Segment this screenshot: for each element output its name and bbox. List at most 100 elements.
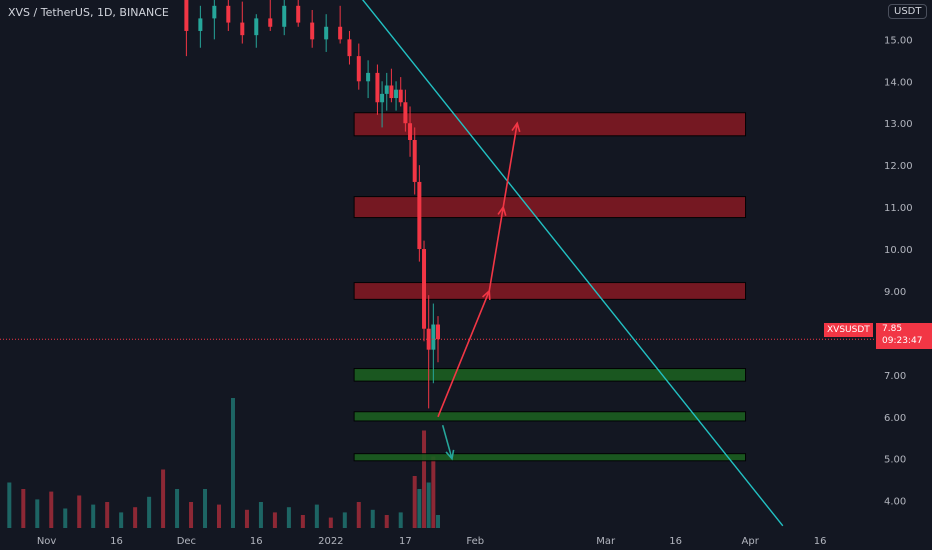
y-tick-label: 14.00	[884, 77, 913, 88]
candle-body	[412, 140, 417, 182]
x-tick-label: Apr	[742, 536, 760, 547]
candle-body	[338, 26, 343, 40]
current-price-value: 7.85	[882, 324, 903, 334]
volume-bar	[272, 512, 277, 528]
x-tick-label: 16	[250, 536, 263, 547]
volume-bar	[7, 482, 12, 528]
y-tick-label: 11.00	[884, 203, 913, 214]
candle-body	[431, 324, 436, 350]
volume-bar	[412, 476, 417, 528]
candle-body	[347, 39, 352, 57]
candle-body	[282, 5, 287, 27]
candle-body	[375, 72, 380, 103]
volume-bar	[203, 489, 208, 528]
volume-bar	[286, 507, 291, 528]
volume-bar	[119, 512, 124, 528]
volume-bar	[35, 499, 40, 528]
volume-bar	[398, 512, 403, 528]
candle-body	[380, 93, 385, 103]
up-arrow-2-shaft	[488, 206, 505, 292]
x-tick-label: Nov	[37, 536, 57, 547]
volume-bar	[63, 508, 68, 528]
candle-body	[356, 56, 361, 82]
resistance-zone	[353, 112, 747, 137]
support-zone	[353, 453, 747, 462]
up-arrow-3	[502, 121, 521, 208]
volume-bar	[21, 489, 26, 528]
up-arrow-1-shaft	[437, 290, 490, 418]
candle-body	[417, 181, 422, 250]
y-tick-label: 4.00	[884, 497, 906, 508]
volume-bar	[314, 504, 319, 528]
volume-bar	[91, 504, 96, 528]
volume-bar	[49, 491, 54, 528]
y-tick-label: 7.00	[884, 371, 906, 382]
volume-bar	[77, 495, 82, 528]
resistance-zone	[353, 282, 747, 300]
up-arrow-1	[437, 289, 491, 418]
x-tick-label: 16	[669, 536, 682, 547]
volume-bar	[300, 515, 305, 528]
volume-bar	[133, 507, 138, 528]
volume-bar	[426, 482, 431, 528]
y-tick-label: 13.00	[884, 119, 913, 130]
up-arrow-3-head	[511, 121, 521, 133]
volume-bar	[417, 489, 422, 528]
volume-bar	[217, 504, 221, 528]
up-arrow-3-shaft	[502, 123, 519, 208]
currency-unit-badge[interactable]: USDT	[888, 4, 928, 19]
candle-body	[408, 123, 413, 140]
candle-body	[389, 85, 394, 99]
candle-body	[226, 5, 231, 23]
y-tick-label: 15.00	[884, 35, 913, 46]
volume-bar	[384, 515, 389, 528]
volume-bar	[342, 512, 347, 528]
volume-bar	[422, 430, 427, 528]
y-tick-label: 5.00	[884, 455, 906, 466]
bar-countdown: 09:23:47	[882, 336, 923, 346]
y-tick-label: 6.00	[884, 413, 906, 424]
volume-bar	[189, 502, 194, 528]
symbol-label: XVSUSDT	[824, 323, 873, 337]
candle-body	[254, 18, 259, 36]
down-arrow-shaft	[441, 424, 453, 459]
volume-bar	[147, 496, 152, 528]
volume-bar	[105, 502, 110, 528]
x-tick-label: 16	[110, 536, 123, 547]
volume-bar	[230, 398, 235, 528]
volume-bar	[258, 502, 263, 528]
candle-body	[366, 72, 371, 82]
candle-body	[324, 26, 329, 40]
candle-body	[436, 324, 440, 340]
y-tick-label: 9.00	[884, 287, 906, 298]
candle-body	[296, 5, 301, 23]
x-tick-label: 17	[399, 536, 412, 547]
candle-body	[398, 89, 403, 103]
candle-body	[268, 18, 273, 27]
resistance-zone	[353, 196, 747, 219]
chart-title: XVS / TetherUS, 1D, BINANCE	[8, 6, 169, 19]
candle-body	[198, 18, 203, 31]
volume-bar	[431, 456, 436, 528]
candle-body	[212, 5, 217, 19]
x-tick-label: Feb	[466, 536, 484, 547]
support-zone	[353, 411, 747, 422]
candle-body	[240, 22, 245, 36]
current-price-label: 7.85 09:23:47	[876, 323, 932, 349]
down-arrow-head	[445, 449, 455, 461]
candle-body	[184, 0, 189, 31]
x-tick-label: Dec	[177, 536, 196, 547]
volume-bar	[356, 502, 361, 528]
candle-body	[403, 102, 408, 124]
y-tick-label: 10.00	[884, 245, 913, 256]
candle-body	[426, 328, 431, 350]
candle-body	[310, 22, 315, 40]
down-arrow	[441, 424, 455, 461]
volume-bar	[175, 489, 180, 528]
volume-bar	[370, 509, 375, 528]
up-arrow-2	[488, 205, 507, 292]
candle-body	[384, 85, 389, 94]
volume-bar	[436, 515, 440, 528]
x-tick-label: 2022	[318, 536, 343, 547]
